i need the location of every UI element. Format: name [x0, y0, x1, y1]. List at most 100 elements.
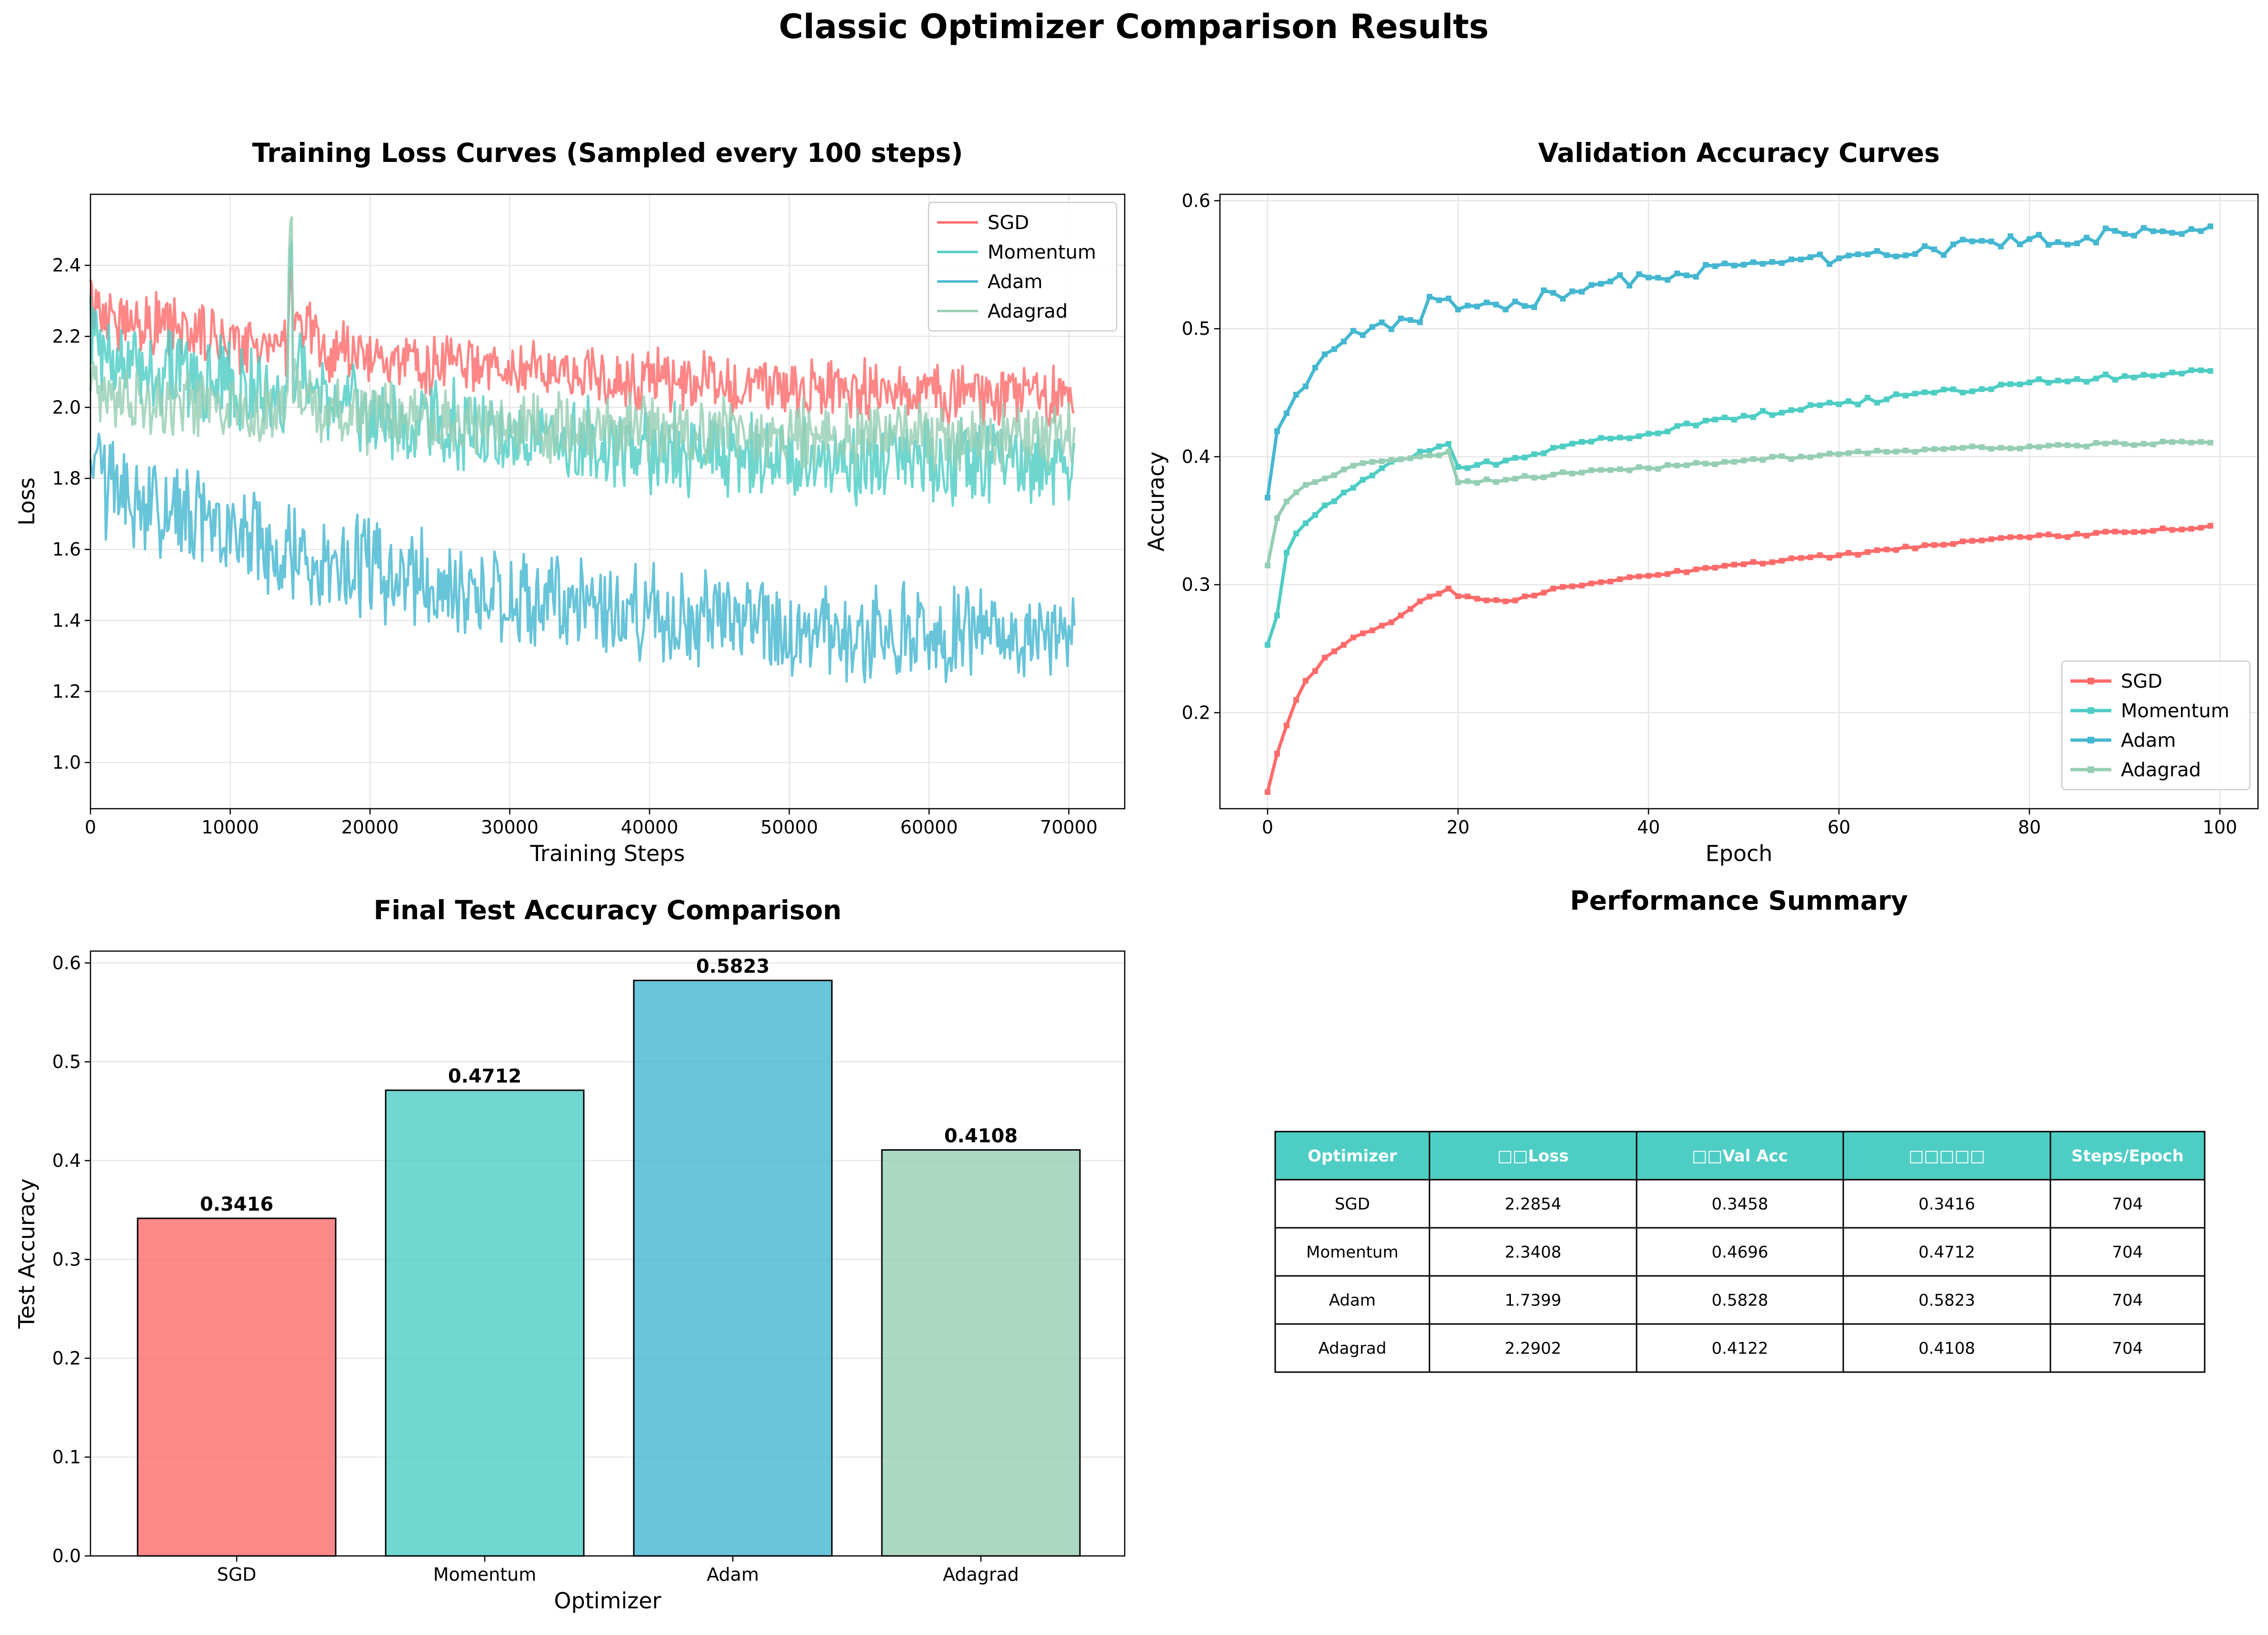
accuracy-point	[1769, 259, 1775, 265]
y-tick-label: 0.3	[1182, 574, 1210, 595]
accuracy-point	[1817, 452, 1823, 459]
accuracy-point	[1836, 401, 1842, 407]
accuracy-point	[2093, 440, 2099, 446]
accuracy-point	[1779, 558, 1785, 564]
accuracy-point	[1855, 448, 1861, 454]
accuracy-point	[2084, 532, 2089, 539]
accuracy-point	[2017, 445, 2023, 451]
accuracy-point	[2122, 529, 2128, 535]
legend-label: Adagrad	[2121, 759, 2201, 781]
accuracy-point	[2065, 442, 2070, 448]
accuracy-point	[1998, 381, 2004, 388]
performance-summary-table: Performance Summary Optimizer □□Loss □□Val …	[1274, 885, 2206, 1373]
accuracy-point	[1322, 351, 1328, 357]
accuracy-point	[1350, 462, 1356, 469]
accuracy-point	[2093, 530, 2099, 536]
bar-adagrad	[881, 1149, 1081, 1557]
y-tick-label: 1.6	[52, 539, 81, 560]
accuracy-point	[1722, 459, 1728, 465]
accuracy-point	[2169, 230, 2175, 236]
accuracy-point	[2131, 442, 2137, 448]
y-tick-label: 0.3	[52, 1249, 81, 1270]
accuracy-point	[2198, 367, 2204, 373]
y-axis-label: Loss	[14, 478, 40, 526]
accuracy-point	[1427, 448, 1432, 454]
y-tick-label: 1.0	[52, 752, 81, 773]
accuracy-point	[1655, 466, 1661, 472]
accuracy-point	[2122, 373, 2128, 379]
accuracy-point	[1636, 573, 1642, 580]
accuracy-point	[1627, 574, 1632, 580]
accuracy-point	[1522, 593, 1528, 600]
accuracy-point	[2074, 241, 2080, 247]
y-tick-label: 1.4	[52, 610, 81, 631]
accuracy-point	[2160, 439, 2166, 445]
accuracy-point	[1408, 455, 1413, 461]
accuracy-point	[2112, 529, 2118, 535]
accuracy-point	[1808, 402, 1813, 408]
accuracy-point	[1569, 441, 1575, 447]
legend-marker	[2088, 707, 2094, 714]
x-tick-label: Adagrad	[943, 1564, 1019, 1585]
accuracy-point	[1484, 597, 1489, 603]
table-cell	[2049, 1179, 2206, 1229]
accuracy-point	[1465, 593, 1470, 600]
accuracy-point	[1360, 477, 1366, 483]
accuracy-point	[1684, 569, 1689, 575]
accuracy-point	[1931, 246, 1937, 252]
x-tick-label: 20000	[341, 817, 399, 838]
table-header-text: Optimizer	[1308, 1147, 1397, 1166]
accuracy-point	[1512, 455, 1518, 461]
accuracy-point	[1522, 303, 1528, 309]
accuracy-point	[2036, 231, 2042, 238]
y-tick-label: 0.5	[1182, 318, 1210, 339]
accuracy-point	[1798, 555, 1804, 561]
accuracy-point	[1522, 473, 1528, 479]
y-tick-label: 0.0	[52, 1545, 81, 1566]
x-tick-label: 10000	[201, 817, 259, 838]
accuracy-point	[1760, 561, 1766, 567]
x-tick-label: 0	[1262, 817, 1273, 838]
x-axis-label: Training Steps	[530, 841, 685, 866]
accuracy-point	[2169, 370, 2175, 375]
accuracy-point	[1531, 592, 1537, 599]
loss-line-adagrad	[89, 216, 1076, 472]
accuracy-point	[1427, 593, 1432, 600]
accuracy-point	[1731, 417, 1737, 423]
accuracy-point	[1960, 237, 1966, 243]
accuracy-point	[1408, 317, 1413, 323]
accuracy-point	[1808, 454, 1813, 461]
loss-line-adam	[89, 432, 1076, 683]
accuracy-point	[1646, 274, 1651, 281]
accuracy-point	[2046, 242, 2051, 248]
accuracy-point	[1979, 444, 1985, 450]
accuracy-point	[1617, 576, 1623, 582]
y-tick-label: 0.6	[52, 953, 81, 973]
bar-momentum	[385, 1089, 585, 1557]
table-header-text: □□Val Acc	[1692, 1147, 1788, 1166]
accuracy-point	[1617, 466, 1623, 472]
accuracy-point	[1693, 422, 1699, 429]
accuracy-point	[1779, 260, 1785, 266]
accuracy-point	[2027, 236, 2032, 242]
table-header-cell	[1274, 1131, 1430, 1181]
accuracy-point	[1712, 565, 1718, 571]
table-header-cell	[1429, 1131, 1638, 1181]
bar-value-label: 0.3416	[200, 1194, 273, 1215]
accuracy-point	[1998, 243, 2004, 250]
accuracy-point	[1284, 550, 1289, 556]
accuracy-point	[1855, 401, 1861, 408]
accuracy-point	[1788, 456, 1794, 462]
accuracy-point	[1703, 565, 1708, 571]
accuracy-point	[2131, 529, 2137, 535]
plot-frame	[90, 950, 1126, 1557]
accuracy-point	[2103, 529, 2108, 535]
accuracy-point	[1874, 547, 1880, 553]
accuracy-point	[1750, 414, 1756, 420]
accuracy-point	[2008, 534, 2013, 540]
accuracy-point	[1493, 301, 1499, 308]
accuracy-point	[1769, 559, 1775, 565]
accuracy-point	[1941, 386, 1947, 392]
accuracy-point	[1969, 443, 1975, 450]
table-cell	[2049, 1227, 2206, 1277]
